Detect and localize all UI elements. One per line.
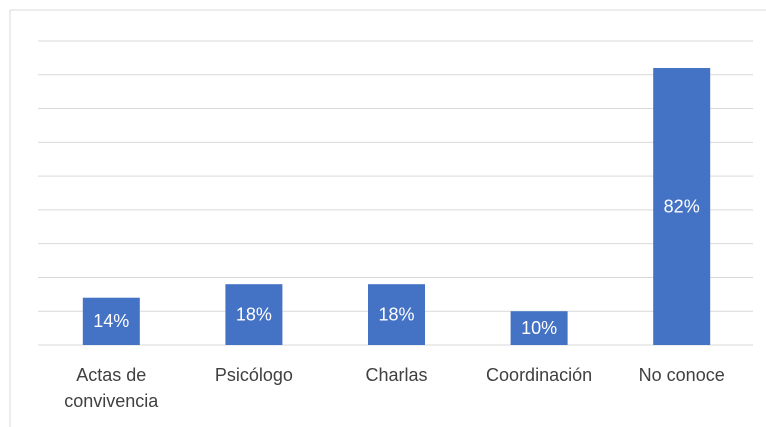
x-tick-label: Coordinación <box>486 365 593 385</box>
bar <box>368 284 425 345</box>
data-label: 10% <box>521 318 557 338</box>
bar <box>82 297 140 345</box>
bar <box>653 68 711 346</box>
x-tick-label: Actas de convivencia <box>64 365 159 411</box>
x-tick-label: Charlas <box>365 365 428 385</box>
data-label: 82% <box>664 196 700 216</box>
data-label: 18% <box>236 304 272 324</box>
bar <box>510 311 568 345</box>
x-tick-label: Psicólogo <box>214 365 293 385</box>
x-tick-label: No conoce <box>638 365 725 385</box>
data-label: 14% <box>93 311 129 331</box>
data-label: 18% <box>378 304 414 324</box>
bar <box>225 284 283 345</box>
